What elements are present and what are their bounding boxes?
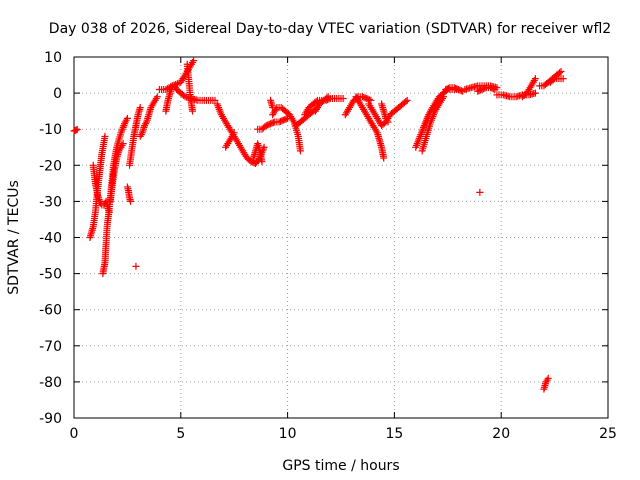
series-t13 bbox=[183, 60, 197, 115]
data-point-marker bbox=[123, 114, 131, 122]
y-tick-label: -70 bbox=[39, 339, 62, 355]
data-point-marker bbox=[189, 107, 197, 115]
data-point-marker bbox=[153, 93, 161, 101]
series-t14 bbox=[213, 100, 268, 167]
data-point-marker bbox=[127, 197, 135, 205]
series-t38 bbox=[546, 75, 567, 86]
data-point-marker bbox=[557, 67, 565, 75]
data-points bbox=[70, 57, 567, 393]
data-point-marker bbox=[296, 147, 304, 155]
y-tick-label: -50 bbox=[39, 267, 62, 283]
x-tick-label: 10 bbox=[279, 426, 297, 442]
series-t08 bbox=[132, 262, 140, 270]
data-point-marker bbox=[312, 98, 320, 106]
series-t04 bbox=[106, 140, 127, 205]
data-point-marker bbox=[559, 75, 567, 83]
axis-ticks: 0 5 10 15 20 25 10 0 -10 -20 -30 -40 -50 -60 -70 -80 -90 bbox=[39, 50, 617, 442]
data-point-marker bbox=[556, 69, 564, 77]
y-tick-label: -80 bbox=[39, 375, 62, 391]
y-tick-label: -90 bbox=[39, 411, 62, 427]
data-point-marker bbox=[339, 95, 347, 103]
data-point-marker bbox=[136, 104, 144, 112]
y-axis-label: SDTVAR / TECUs bbox=[6, 180, 22, 295]
y-tick-label: 10 bbox=[44, 50, 62, 66]
series-t11 bbox=[162, 82, 176, 115]
data-point-marker bbox=[323, 94, 331, 102]
data-point-marker bbox=[476, 188, 484, 196]
data-point-marker bbox=[73, 126, 81, 134]
data-point-marker bbox=[190, 57, 198, 65]
data-point-marker bbox=[269, 119, 277, 127]
y-tick-label: -20 bbox=[39, 158, 62, 174]
series-t19 bbox=[267, 96, 277, 112]
series-t22 bbox=[311, 93, 332, 115]
data-point-marker bbox=[132, 262, 140, 270]
x-tick-label: 25 bbox=[599, 426, 617, 442]
x-axis-label: GPS time / hours bbox=[282, 458, 399, 474]
series-t17 bbox=[254, 114, 292, 133]
data-point-marker bbox=[403, 96, 411, 104]
data-point-marker bbox=[105, 208, 113, 216]
y-tick-label: -40 bbox=[39, 231, 62, 247]
series-t15 bbox=[222, 129, 238, 151]
data-point-marker bbox=[491, 85, 499, 93]
series-t36 bbox=[540, 374, 552, 393]
series-t00 bbox=[70, 126, 81, 135]
data-point-marker bbox=[384, 118, 392, 126]
series-t07 bbox=[126, 104, 144, 169]
y-tick-label: -30 bbox=[39, 194, 62, 210]
chart-title: Day 038 of 2026, Sidereal Day-to-day VTE… bbox=[49, 21, 611, 37]
data-point-marker bbox=[531, 75, 539, 83]
data-point-marker bbox=[180, 92, 188, 100]
series-t02 bbox=[89, 161, 110, 209]
data-point-marker bbox=[489, 85, 497, 93]
data-point-marker bbox=[549, 76, 557, 84]
y-tick-label: -60 bbox=[39, 303, 62, 319]
data-point-marker bbox=[531, 89, 539, 97]
data-point-marker bbox=[481, 84, 489, 92]
data-point-marker bbox=[211, 96, 219, 104]
data-point-marker bbox=[324, 93, 332, 101]
grid-lines bbox=[74, 57, 608, 418]
data-point-marker bbox=[402, 98, 410, 106]
data-point-marker bbox=[101, 132, 109, 140]
series-t32 bbox=[474, 84, 499, 95]
data-point-marker bbox=[230, 129, 238, 137]
x-tick-label: 0 bbox=[70, 426, 79, 442]
series-t30 bbox=[442, 84, 467, 95]
data-point-marker bbox=[367, 96, 375, 104]
series-t33 bbox=[476, 188, 484, 196]
series-t16 bbox=[249, 140, 266, 166]
data-point-marker bbox=[119, 140, 127, 148]
data-point-marker bbox=[365, 96, 373, 104]
x-tick-label: 15 bbox=[385, 426, 403, 442]
plot-frame bbox=[73, 56, 609, 419]
data-point-marker bbox=[380, 154, 388, 162]
data-point-marker bbox=[258, 158, 266, 166]
x-tick-label: 5 bbox=[176, 426, 185, 442]
series-t24 bbox=[352, 93, 388, 162]
data-point-marker bbox=[457, 87, 465, 95]
y-tick-label: -10 bbox=[39, 122, 62, 138]
data-point-marker bbox=[445, 84, 453, 92]
series-t06 bbox=[123, 183, 135, 205]
series-t09 bbox=[136, 93, 161, 140]
series-t05 bbox=[103, 201, 113, 216]
data-point-marker bbox=[269, 104, 277, 112]
x-tick-label: 20 bbox=[492, 426, 510, 442]
series-t35 bbox=[519, 75, 539, 101]
data-point-marker bbox=[544, 374, 552, 382]
series-t34 bbox=[493, 89, 539, 101]
series-t26 bbox=[378, 100, 392, 126]
data-point-marker bbox=[282, 115, 290, 123]
y-tick-label: 0 bbox=[53, 86, 62, 102]
